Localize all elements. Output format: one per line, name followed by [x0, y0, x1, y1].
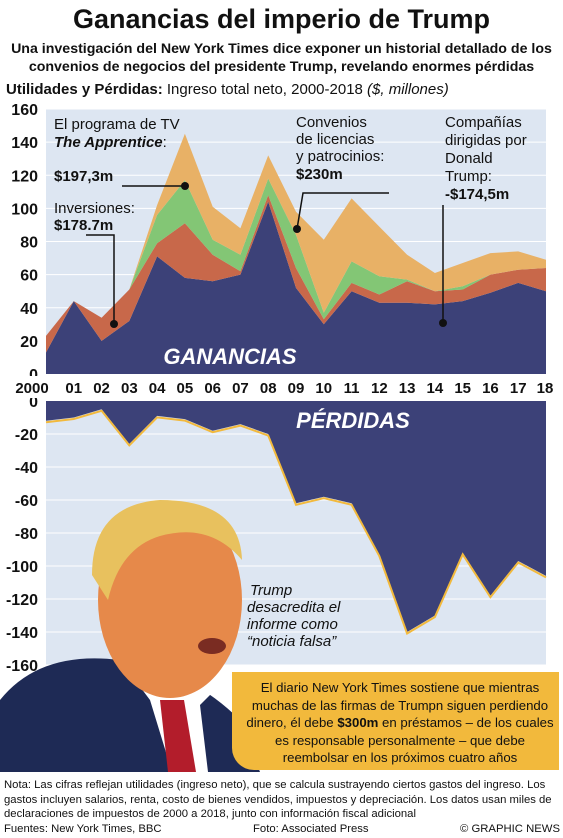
y-tick-label-bottom: -20 [15, 427, 38, 444]
y-tick-label-bottom: -40 [15, 460, 38, 477]
x-axis-band [0, 376, 563, 398]
x-tick-label: 17 [510, 380, 527, 397]
portrait-photo [0, 500, 260, 772]
x-tick-label: 05 [177, 380, 194, 397]
series-area-apprentice [46, 178, 546, 336]
x-tick-label: 13 [399, 380, 416, 397]
annotation-licensing-line3: y patrocinios: [296, 148, 384, 165]
y-tick-label-top: 120 [11, 168, 38, 185]
annotation-apprentice-show-name: The Apprentice [54, 134, 163, 151]
leader-dot-investments [110, 320, 118, 328]
callout-post: en préstamos – de los cuales es responsa… [274, 715, 554, 765]
annotation-companies-line2: dirigidas por [445, 132, 527, 149]
panel-header-label: Utilidades y Pérdidas: [6, 81, 163, 98]
y-tick-label-bottom: -160 [6, 658, 38, 675]
y-tick-label-top: 20 [20, 334, 38, 351]
y-tick-label-top: 140 [11, 135, 38, 152]
y-tick-label-bottom: -80 [15, 526, 38, 543]
y-tick-label-top: 40 [20, 301, 38, 318]
x-tick-label: 01 [65, 380, 82, 397]
quote-line: informe como [247, 616, 338, 633]
quote-line: “noticia falsa” [247, 633, 337, 650]
panel-label-ganancias: GANANCIAS [163, 344, 297, 369]
annotation-apprentice-text: El programa de TV [54, 116, 180, 133]
footer-note: Nota: Las cifras reflejan utilidades (in… [4, 779, 552, 820]
series-area-losses [46, 401, 546, 632]
x-tick-label: 08 [260, 380, 277, 397]
x-tick-label: 15 [454, 380, 471, 397]
leader-dot-apprentice [181, 182, 189, 190]
annotation-apprentice-value: $197,3m [54, 168, 113, 185]
callout-amount: $300m [337, 715, 379, 730]
page-title: Ganancias del imperio de Trump [72, 4, 491, 34]
y-tick-label-bottom: 0 [29, 394, 38, 411]
y-tick-label-bottom: -140 [6, 625, 38, 642]
quote-line: desacredita el [247, 599, 341, 616]
annotation-investments: Inversiones:$178.7m [54, 200, 135, 234]
annotation-apprentice-show: The Apprentice: [54, 134, 167, 151]
portrait-tie [160, 700, 196, 772]
y-tick-label-top: 0 [29, 367, 38, 384]
annotation-investments-text: Inversiones: [54, 200, 135, 217]
y-tick-label-bottom: -100 [6, 559, 38, 576]
y-tick-label-bottom: -60 [15, 493, 38, 510]
x-tick-label: 06 [204, 380, 221, 397]
footer-sources: Fuentes: New York Times, BBC [4, 822, 162, 835]
x-tick-label: 11 [344, 380, 360, 397]
x-tick-label: 2000 [15, 380, 48, 397]
series-area-licensing [46, 133, 546, 336]
panel-header-units: ($, millones) [367, 81, 449, 98]
leader-dot-licensing [293, 225, 301, 233]
footer: Nota: Las cifras reflejan utilidades (in… [4, 778, 560, 836]
x-tick-label: 02 [93, 380, 110, 397]
annotation-companies-line3: Donald [445, 150, 493, 167]
annotation-companies-line4: Trump: [445, 168, 492, 185]
annotation-investments-value: $178.7m [54, 217, 113, 234]
callout-text: El diario New York Times sostiene que mi… [246, 679, 554, 767]
x-tick-label: 10 [315, 380, 332, 397]
y-tick-label-top: 80 [20, 235, 38, 252]
annotation-licensing-line2: de licencias [296, 131, 374, 148]
series-area-investments [46, 195, 546, 353]
annotation-companies-value: -$174,5m [445, 186, 509, 203]
callout-box [232, 672, 559, 770]
panel-header: Utilidades y Pérdidas: Ingreso total net… [6, 81, 449, 98]
panel-label-perdidas: PÉRDIDAS [296, 408, 410, 433]
losses-edge-line [45, 409, 547, 635]
x-tick-label: 14 [427, 380, 444, 397]
leader-licensing [296, 192, 389, 230]
quote-line: Trump [250, 582, 292, 599]
x-tick-label: 16 [482, 380, 499, 397]
panel-header-desc: Ingreso total neto, 2000-2018 [166, 81, 363, 98]
leader-investments [86, 234, 115, 324]
y-tick-label-top: 60 [20, 268, 38, 285]
footer-credit: © GRAPHIC NEWS [460, 822, 560, 835]
x-tick-label: 12 [371, 380, 388, 397]
footer-photo: Foto: Associated Press [253, 822, 369, 835]
callout-pre: El diario New York Times sostiene que mi… [246, 680, 549, 730]
portrait-mouth [198, 638, 226, 654]
leader-dot-companies [439, 319, 447, 327]
annotation-licensing-line1: Convenios [296, 114, 367, 131]
x-tick-label: 03 [121, 380, 138, 397]
subtitle: Una investigación del New York Times dic… [11, 41, 552, 75]
annotation-licensing-value: $230m [296, 166, 343, 183]
y-tick-label-top: 100 [11, 201, 38, 218]
portrait-hair [92, 500, 242, 600]
y-tick-label-top: 160 [11, 102, 38, 119]
y-tick-label-bottom: -120 [6, 592, 38, 609]
x-tick-label: 09 [288, 380, 305, 397]
x-tick-label: 04 [149, 380, 166, 397]
x-tick-label: 07 [232, 380, 249, 397]
annotation-companies-line1: Compañías [445, 114, 522, 131]
annotation-apprentice-suffix: : [163, 134, 167, 151]
x-tick-label: 18 [537, 380, 554, 397]
